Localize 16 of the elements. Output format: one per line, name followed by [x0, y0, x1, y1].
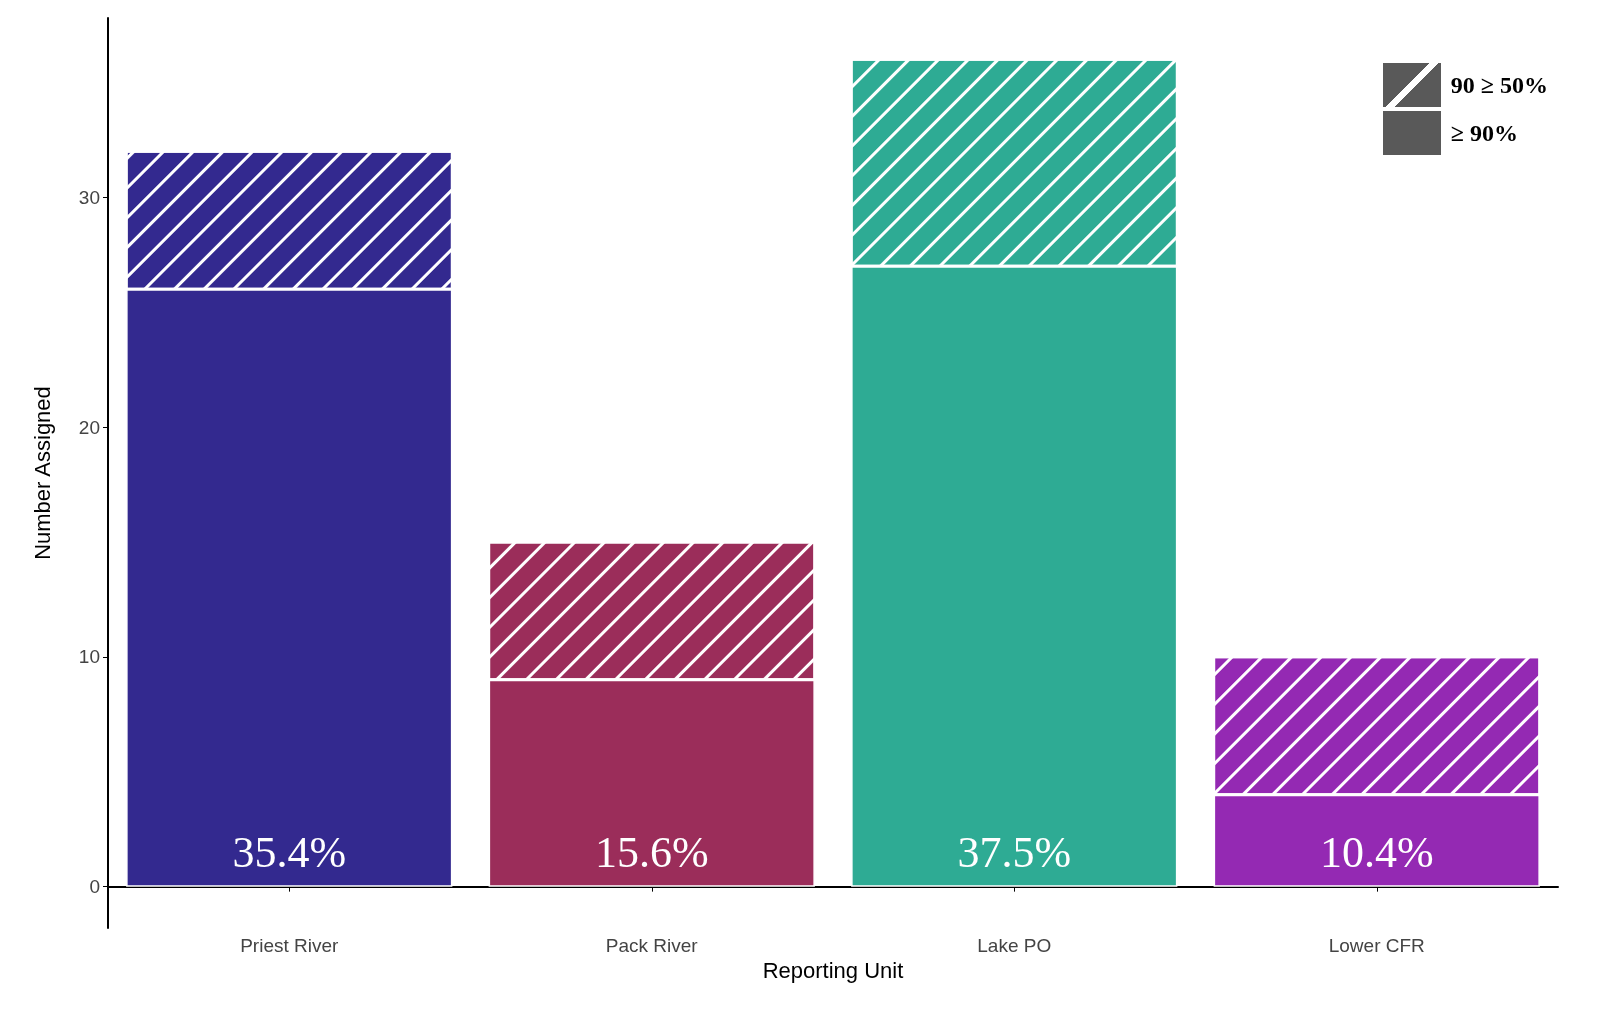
- y-tick-label: 0: [89, 876, 100, 898]
- annotation: 35.4%: [232, 828, 347, 878]
- x-tick-label: Lake PO: [977, 935, 1052, 956]
- y-tick-label: 30: [78, 186, 100, 208]
- y-tick-label: 20: [78, 416, 100, 438]
- x-tick-label: Priest River: [240, 935, 340, 956]
- annotation: 10.4%: [1319, 828, 1434, 878]
- x-axis-title: Reporting Unit: [762, 958, 904, 984]
- x-tick-label: Pack River: [605, 935, 699, 956]
- y-tick-label: 10: [78, 646, 100, 668]
- annotation: 15.6%: [594, 828, 709, 878]
- text: ≥ 90%: [1450, 119, 1518, 147]
- x-tick-label: Lower CFR: [1328, 935, 1425, 956]
- annotation: 37.5%: [957, 828, 1072, 878]
- text: 90 ≥ 50%: [1450, 71, 1548, 99]
- y-axis-title: Number Assigned: [29, 386, 55, 560]
